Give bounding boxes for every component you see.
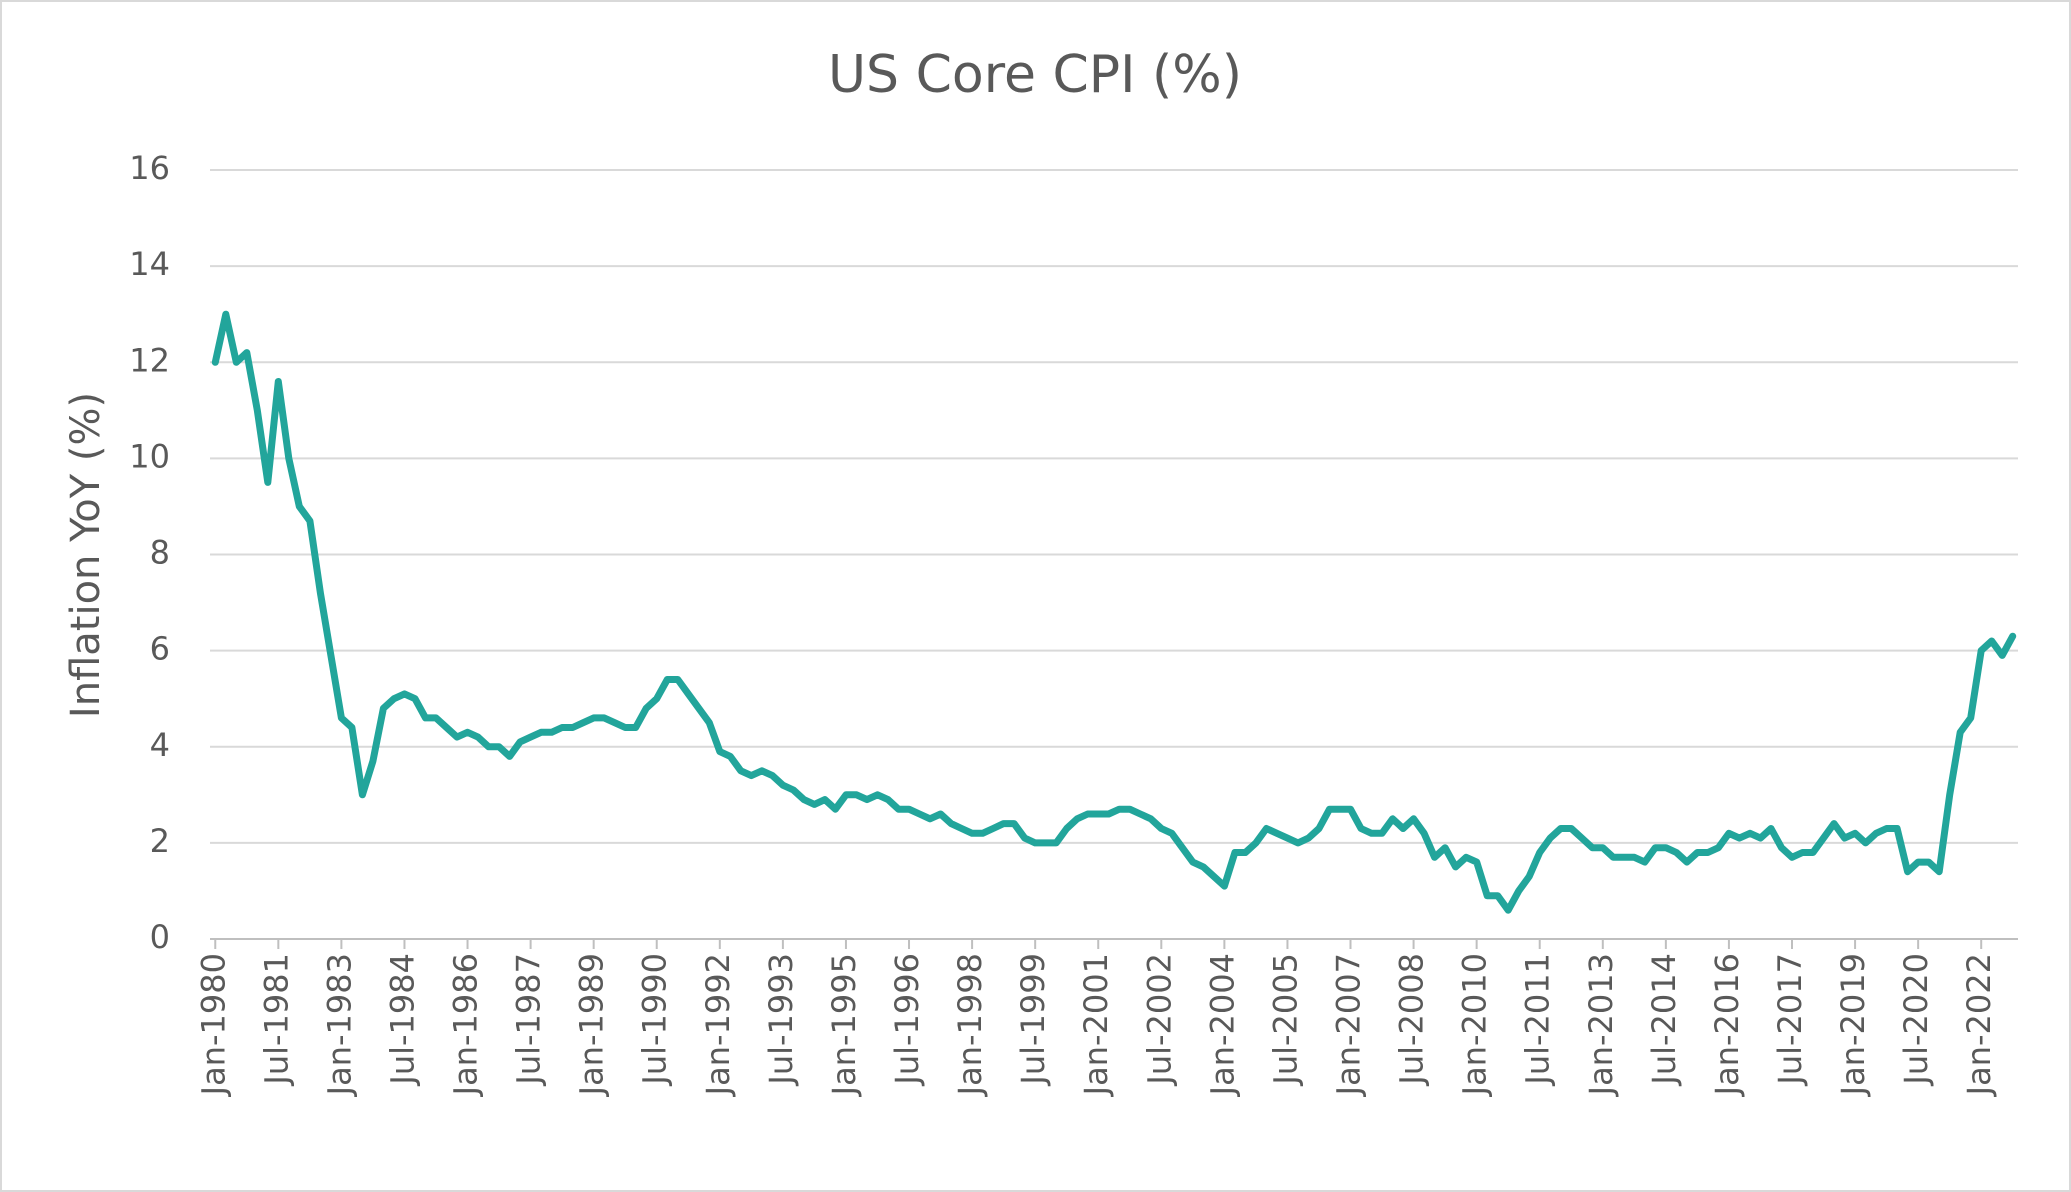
x-tick-label: Jul-2020 [1897, 953, 1935, 1087]
y-tick-label: 8 [150, 534, 170, 572]
y-tick-label: 0 [150, 918, 170, 956]
chart-title: US Core CPI (%) [828, 45, 1242, 105]
x-tick-label: Jan-1986 [447, 953, 485, 1097]
y-tick-label: 12 [129, 341, 170, 379]
x-tick-label: Jan-2004 [1203, 953, 1241, 1097]
x-tick-label: Jul-1999 [1014, 953, 1052, 1087]
x-tick-label: Jul-1984 [383, 953, 421, 1087]
x-tick-label: Jul-1981 [257, 953, 295, 1087]
y-tick-label: 2 [150, 822, 170, 860]
y-tick-label: 10 [129, 437, 170, 475]
x-tick-label: Jan-1995 [825, 953, 863, 1097]
x-tick-label: Jul-2008 [1393, 953, 1431, 1087]
x-tick-label: Jul-1993 [762, 953, 800, 1087]
x-tick-label: Jan-1998 [951, 953, 989, 1097]
y-tick-label: 14 [129, 245, 170, 283]
x-tick-label: Jul-1996 [888, 953, 926, 1087]
x-tick-label: Jan-1983 [320, 953, 358, 1097]
y-tick-label: 4 [150, 726, 170, 764]
x-tick-label: Jan-1989 [573, 953, 611, 1097]
x-tick-label: Jan-2022 [1960, 953, 1998, 1097]
x-tick-label: Jan-2016 [1708, 953, 1746, 1097]
x-tick-label: Jul-2011 [1519, 953, 1557, 1087]
x-tick-label: Jul-2005 [1266, 953, 1304, 1087]
x-tick-label: Jan-2007 [1330, 953, 1368, 1097]
x-tick-label: Jan-2001 [1077, 953, 1115, 1097]
data-line [211, 310, 2017, 914]
y-tick-label: 6 [150, 630, 170, 668]
x-tick-label: Jan-2013 [1582, 953, 1620, 1097]
y-axis-label: Inflation YoY (%) [63, 392, 109, 718]
x-tick-label: Jan-1992 [699, 953, 737, 1097]
x-tick-label: Jul-1990 [636, 953, 674, 1087]
x-tick-label: Jul-2002 [1140, 953, 1178, 1087]
x-tick-label: Jan-2019 [1834, 953, 1872, 1097]
y-tick-label: 16 [129, 149, 170, 187]
x-tick-label: Jan-2010 [1456, 953, 1494, 1097]
x-tick-label: Jul-2014 [1645, 953, 1683, 1087]
x-tick-label: Jul-1987 [510, 953, 548, 1087]
x-tick-label: Jul-2017 [1771, 953, 1809, 1087]
x-tick-label: Jan-1980 [194, 953, 232, 1097]
